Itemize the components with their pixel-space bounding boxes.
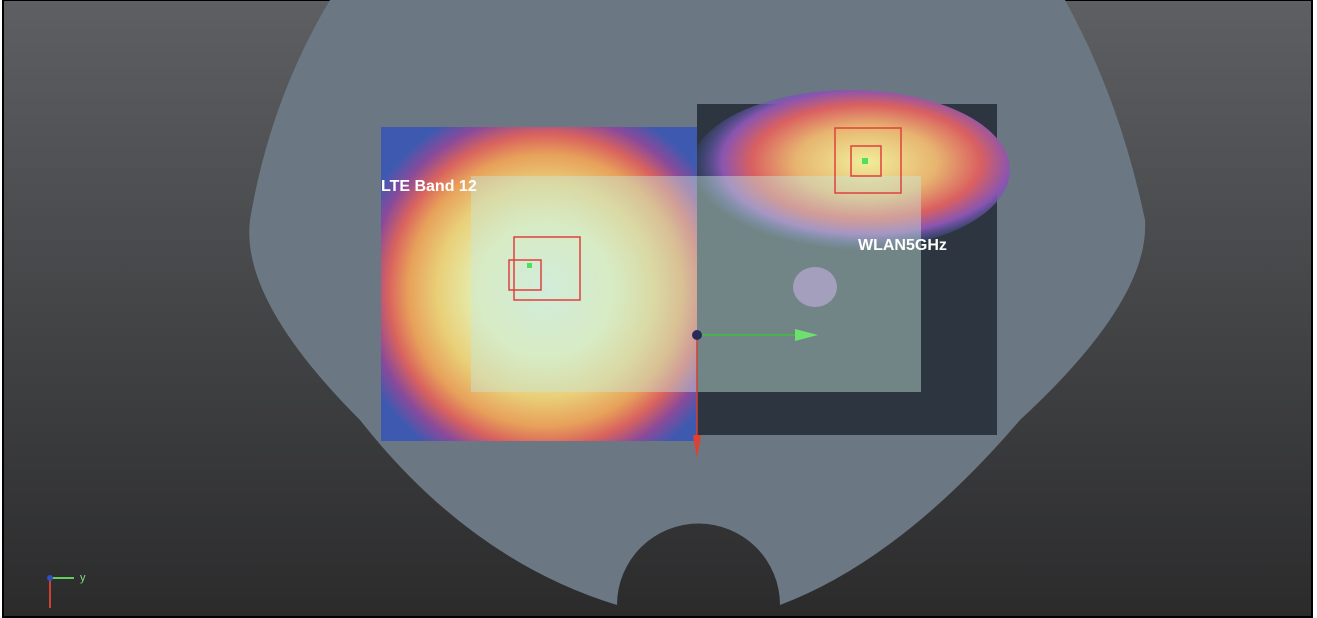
wlan-peak <box>862 158 868 164</box>
lte-heatmap <box>381 127 697 441</box>
lte-peak-box-small <box>508 259 542 291</box>
lte-peak-box <box>513 236 581 301</box>
axis-x-head <box>693 435 701 458</box>
wlan-peak-box <box>834 127 902 194</box>
lte-label: LTE Band 12 <box>381 178 477 195</box>
overlap-plane <box>471 176 921 392</box>
triad-z <box>47 575 53 581</box>
triad-y-label: y <box>80 572 86 584</box>
wlan-hotspot <box>690 90 1010 250</box>
lte-peak <box>527 263 532 268</box>
axis-y-head <box>795 329 818 341</box>
wlan-peak-box-small <box>850 145 882 177</box>
wlan-label: WLAN5GHz <box>858 237 947 254</box>
origin <box>692 330 702 340</box>
wlan-spot <box>793 267 837 307</box>
